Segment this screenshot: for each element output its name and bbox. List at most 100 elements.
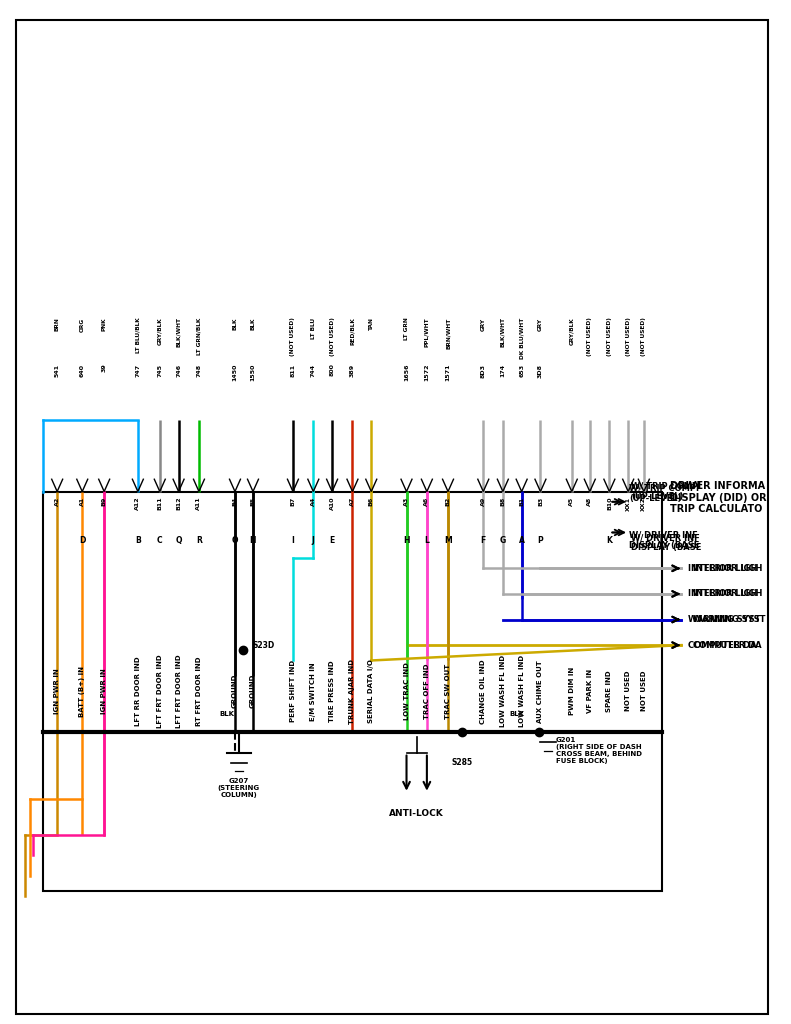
Text: DK BLU/WHT: DK BLU/WHT [519,317,524,358]
Text: 1550: 1550 [251,364,255,381]
Text: F: F [481,537,486,545]
Text: ANTI-LOCK: ANTI-LOCK [389,809,444,818]
Text: A10: A10 [330,497,335,510]
Text: GRY: GRY [538,317,543,331]
Text: AUX CHIME OUT: AUX CHIME OUT [537,659,543,723]
Text: P: P [538,537,543,545]
Text: G201
(RIGHT SIDE OF DASH
CROSS BEAM, BEHIND
FUSE BLOCK): G201 (RIGHT SIDE OF DASH CROSS BEAM, BEH… [556,737,642,764]
Text: COMPUTER DA: COMPUTER DA [693,641,762,649]
Text: A4: A4 [311,497,316,506]
Text: BLK: BLK [251,317,255,330]
Text: 800: 800 [330,364,335,377]
Bar [43,492,662,891]
Text: B4: B4 [233,497,237,506]
Text: D: D [79,537,85,545]
Text: 747: 747 [135,364,140,377]
Text: INTERIOR LIGH: INTERIOR LIGH [687,590,757,598]
Text: G207
(STEERING
COLUMN): G207 (STEERING COLUMN) [218,778,260,799]
Text: B8: B8 [501,497,505,506]
Text: LFT FRT DOOR IND: LFT FRT DOOR IND [176,654,182,728]
Text: K: K [607,537,612,545]
Text: TRUNK AJAR IND: TRUNK AJAR IND [350,658,355,724]
Text: WARNING SYST: WARNING SYST [687,615,760,624]
Text: C: C [157,537,163,545]
Text: PPL/WHT: PPL/WHT [425,317,430,347]
Text: (NOT USED): (NOT USED) [290,317,296,356]
Text: B10: B10 [607,497,612,510]
Text: B: B [135,537,141,545]
Text: B12: B12 [176,497,181,510]
Text: 748: 748 [196,364,202,377]
Text: BLK: BLK [233,317,237,330]
Text: B9: B9 [102,497,107,506]
Text: O: O [232,537,238,545]
Text: (NOT USED): (NOT USED) [607,317,612,356]
Text: A3: A3 [404,497,409,506]
Text: 744: 744 [311,364,316,377]
Text: 653: 653 [519,364,524,377]
Text: CHANGE OIL IND: CHANGE OIL IND [480,658,486,724]
Text: TRAC OFF IND: TRAC OFF IND [424,664,430,719]
Text: 1656: 1656 [404,364,409,381]
Text: XX1: XX1 [626,497,630,511]
Text: INTERIOR LIGH: INTERIOR LIGH [693,564,763,572]
Text: B11: B11 [157,497,162,510]
Text: A6: A6 [425,497,430,506]
Text: GRY: GRY [481,317,486,331]
Text: S285: S285 [452,758,473,767]
Text: (NOT USED): (NOT USED) [642,317,646,356]
Text: LT BLU/BLK: LT BLU/BLK [135,317,140,353]
Text: A2: A2 [55,497,59,506]
Text: XX2: XX2 [642,497,646,511]
Text: BLK/WHT: BLK/WHT [501,317,505,347]
Text: BRN: BRN [55,317,59,331]
Text: 389: 389 [350,364,355,377]
Text: RT FRT DOOR IND: RT FRT DOOR IND [196,656,202,726]
Text: INTERIOR LIGH: INTERIOR LIGH [687,564,757,572]
Text: LT BLU: LT BLU [311,317,316,339]
Text: 1571: 1571 [445,364,451,381]
Text: Q: Q [176,537,182,545]
Text: NOT USED: NOT USED [641,671,647,712]
Text: 811: 811 [290,364,296,377]
Text: SERIAL DATA I/O: SERIAL DATA I/O [369,659,374,723]
Text: GRY/BLK: GRY/BLK [570,317,574,345]
Text: IGN PWR IN: IGN PWR IN [101,669,107,714]
Text: GROUND: GROUND [232,674,238,709]
Text: A11: A11 [196,497,202,510]
Text: IGN PWR IN: IGN PWR IN [54,669,60,714]
Text: 174: 174 [501,364,505,377]
Text: A1: A1 [80,497,85,506]
Text: A8: A8 [587,497,592,506]
Text: B5: B5 [251,497,255,506]
Text: LOW WASH FL IND: LOW WASH FL IND [500,655,506,727]
Text: COMPUTER DA: COMPUTER DA [687,641,756,649]
Text: BLK/WHT: BLK/WHT [176,317,181,347]
Text: S23D: S23D [252,641,274,649]
Text: BLK: BLK [220,711,235,717]
Text: PERF SHIFT IND: PERF SHIFT IND [290,660,296,722]
Text: INTERIOR LIGH: INTERIOR LIGH [693,590,763,598]
Text: G: G [500,537,506,545]
Text: LOW WASH FL IND: LOW WASH FL IND [519,655,524,727]
Text: H: H [403,537,410,545]
Text: GROUND: GROUND [250,674,256,709]
Text: 745: 745 [157,364,162,377]
Text: W/ TRIP COMPI
(UP-LEVEL): W/ TRIP COMPI (UP-LEVEL) [631,482,702,501]
Text: L: L [425,537,430,545]
Text: 640: 640 [80,364,85,377]
Text: W/ DRIVER INF
DISPLAY (BASE: W/ DRIVER INF DISPLAY (BASE [629,531,699,550]
Text: B7: B7 [290,497,296,506]
Text: (NOT USED): (NOT USED) [330,317,335,356]
Text: TRAC SW OUT: TRAC SW OUT [445,664,451,719]
Text: B1: B1 [519,497,524,506]
Text: B6: B6 [369,497,374,506]
Text: A9: A9 [481,497,486,506]
Text: B3: B3 [538,497,543,506]
Text: DRIVER INFORMA
DISPLAY (DID) OR
TRIP CALCULATO: DRIVER INFORMA DISPLAY (DID) OR TRIP CAL… [670,481,766,514]
Text: A5: A5 [570,497,574,506]
Text: WARNING SYST: WARNING SYST [693,615,766,624]
Text: VF PARK IN: VF PARK IN [587,669,592,714]
Text: N: N [250,537,256,545]
Text: LFT FRT DOOR IND: LFT FRT DOOR IND [157,654,163,728]
